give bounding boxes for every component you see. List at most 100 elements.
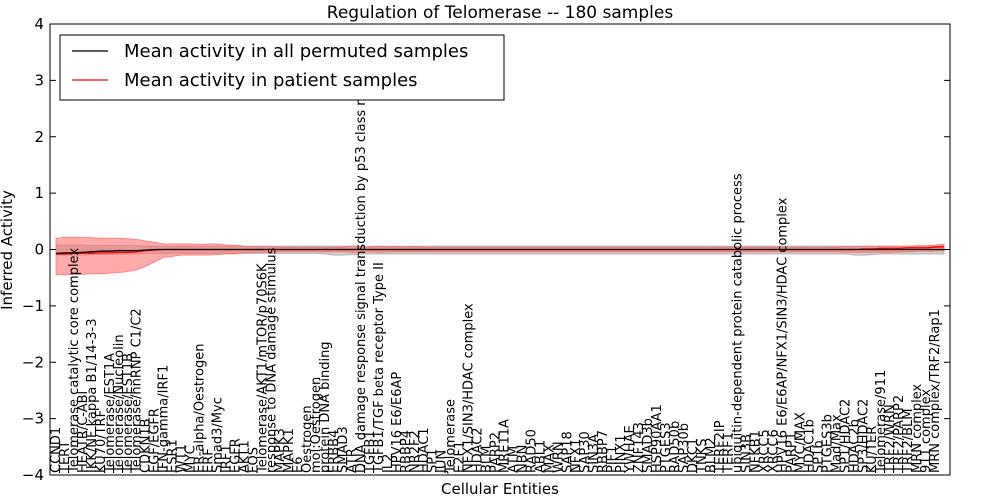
x-tick-label: KU/TER	[865, 426, 880, 473]
y-tick-label: −3	[22, 410, 44, 428]
x-tick-label: Telomerase/AKT1/mTOR/p70S6K	[255, 263, 270, 474]
x-tick-label: PIF1	[605, 446, 620, 473]
y-tick-label: 4	[34, 15, 44, 33]
x-tick-label: SP1b	[811, 440, 826, 473]
x-tick-label: MRN complex	[910, 383, 925, 473]
x-tick-label: TNKS	[695, 439, 710, 474]
x-tick-label: HPV16 E6/E6AP	[390, 372, 405, 473]
legend-label-patient: Mean activity in patient samples	[124, 70, 418, 91]
x-tick-label: NR2F2	[408, 430, 423, 473]
x-tick-label: Telomerase/EST1A	[103, 353, 118, 474]
x-tick-label: Telomerase/EST1B	[121, 353, 136, 474]
y-tick-label: 1	[34, 184, 44, 202]
x-tick-label: MAX	[542, 444, 557, 473]
y-axis-ticks: 4 3 2 1 0 −1 −2 −3 −4	[22, 15, 950, 484]
x-tick-label: IL2	[381, 454, 396, 473]
x-tick-label: PARP1	[785, 432, 800, 473]
x-tick-label: 911 complex	[919, 389, 934, 473]
x-tick-label: TERF2IP	[713, 420, 728, 474]
x-tick-label: MRE11A	[498, 419, 513, 473]
x-tick-label: NFX1	[569, 439, 584, 473]
x-tick-label: EGFR	[228, 438, 243, 473]
x-tick-label: PTGES3	[659, 422, 674, 473]
x-tick-label: ABL1	[533, 440, 548, 473]
y-tick-label: 2	[34, 128, 44, 146]
y-tick-label: −2	[22, 353, 44, 371]
x-tick-label: TRF2/BLM	[901, 409, 916, 474]
y-tick-label: 3	[34, 71, 44, 89]
x-tick-label: IKK/NF kappa B1/14-3-3	[85, 318, 100, 473]
x-tick-label: protein DNA binding	[318, 341, 333, 473]
x-tick-label: Telomerase	[444, 399, 459, 474]
x-tick-label: Smad3/Myc	[211, 397, 226, 473]
x-tick-label: HDAC1	[417, 427, 432, 473]
x-tick-label: mol:Oestrogen	[309, 377, 324, 473]
x-tick-label: MAPK1	[282, 428, 297, 473]
x-tick-label: RAD50	[524, 429, 539, 473]
x-tick-label: SMAD3b	[641, 418, 656, 473]
permuted-mean-line	[55, 248, 944, 255]
x-tick-label: ESR1	[166, 439, 181, 473]
x-tick-label: Oestrogen	[300, 405, 315, 473]
y-axis-label: Inferred Activity	[0, 190, 16, 310]
x-tick-label: MAPK3	[273, 428, 288, 473]
x-tick-label: DNA damage response signal transduction …	[354, 46, 369, 473]
x-tick-label: KU70/TRF	[94, 410, 109, 473]
x-tick-label: response to DNA damage stimulus	[264, 247, 279, 473]
x-tick-label: SP3/HDAC2	[856, 399, 871, 473]
x-tick-label: SIN3A	[587, 434, 602, 473]
x-tick-label: HPV16 E6/E6AP/NFX1/SIN3/HDAC complex	[776, 197, 791, 473]
x-tick-label: IFN-gamma/IRF1	[157, 365, 172, 473]
y-tick-label: −1	[22, 297, 44, 315]
x-tick-label: TRF2/WRN	[883, 404, 898, 474]
x-tick-label: WRN	[551, 441, 566, 473]
y-tick-label: 0	[34, 241, 44, 259]
x-tick-label: WT1	[175, 444, 190, 473]
x-tick-label: TRF2/PARP2	[892, 395, 907, 474]
x-tick-label: XRCC6	[767, 429, 782, 473]
x-tick-label: HEATR/C-ABl	[76, 391, 91, 473]
x-tick-label: NFX1/SIN3/HDAC complex	[462, 303, 477, 473]
mean-lines	[55, 246, 945, 255]
x-tick-label: SAP30b	[677, 423, 692, 473]
x-tick-label: XRCC5	[758, 429, 773, 473]
x-tick-label: Mad/Max	[829, 414, 844, 473]
x-tick-label: ERF	[202, 448, 217, 473]
x-tick-label: HDAC1b	[803, 419, 818, 473]
x-tick-label: SP1/HDAC2	[838, 399, 853, 473]
x-tick-label: FOS	[246, 447, 261, 473]
x-tick-label: TGFB1/TGF beta receptor Type II	[372, 262, 387, 474]
x-tick-label: HSP90AA1	[650, 404, 665, 473]
x-tick-label: ATM	[507, 446, 522, 473]
chart-title: Regulation of Telomerase -- 180 samples	[327, 3, 674, 23]
x-tick-label: CCND1	[49, 427, 64, 473]
x-tick-label: TERT	[58, 441, 73, 474]
patient-spread-band	[55, 236, 945, 276]
x-tick-label: RBBP7	[596, 430, 611, 473]
x-tick-label: TGFB1	[363, 430, 378, 474]
x-axis-label: Cellular Entities	[441, 480, 559, 498]
x-tick-label: JUN	[435, 450, 450, 474]
x-tick-label: Telomerase catalytic core complex	[67, 248, 82, 474]
x-tick-label: IRF1	[219, 444, 234, 473]
x-tick-label: BLM	[480, 446, 495, 473]
x-tick-label: SMAD3	[336, 426, 351, 473]
x-tick-label: ubiquitin-dependent protein catabolic pr…	[731, 173, 746, 473]
x-tick-label: E6	[291, 457, 306, 474]
x-tick-label: TERF1	[722, 432, 737, 474]
legend-label-permuted: Mean activity in all permuted samples	[124, 41, 468, 62]
x-tick-label: MYC/MAX	[794, 412, 809, 473]
x-tick-label: ERBB4	[327, 430, 342, 473]
y-tick-label: −4	[22, 466, 44, 484]
x-tick-label: SAP18	[560, 431, 575, 473]
x-tick-label: SIN3B	[740, 434, 755, 473]
x-tick-label: AKT1	[237, 440, 252, 473]
x-tick-label: E2F1	[453, 441, 468, 473]
x-tick-label: EGF/EGFR	[148, 408, 163, 473]
legend: Mean activity in all permuted samples Me…	[59, 34, 505, 101]
x-tick-label: HDAC2	[471, 427, 486, 473]
x-tick-label: CDKN1B	[139, 418, 154, 473]
x-tick-label: MRN complex/TRF2/Rap1	[928, 309, 943, 473]
x-tick-label: RAD50b	[668, 421, 683, 473]
